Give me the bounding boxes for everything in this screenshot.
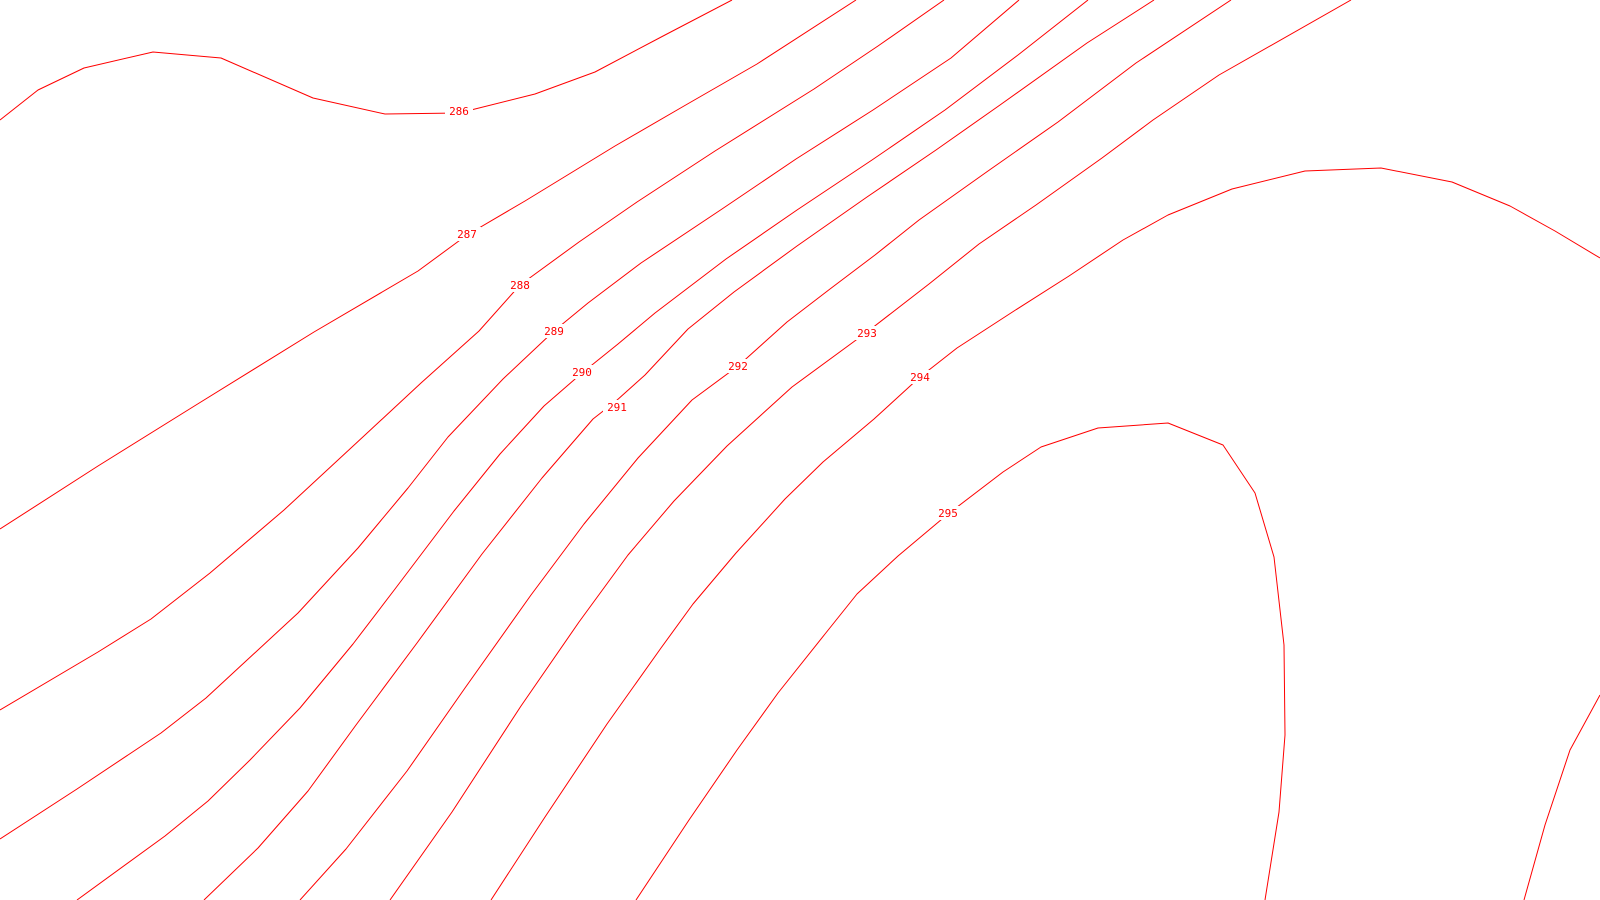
contour-path-286	[0, 0, 733, 121]
contour-line-291: 291	[203, 0, 1155, 900]
contour-label-293: 293	[857, 327, 877, 340]
contour-line-295: 295	[635, 422, 1286, 900]
contour-path-291	[203, 0, 1155, 900]
contour-label-291: 291	[607, 401, 627, 414]
contour-line-286: 286	[0, 0, 733, 121]
contour-path-corner	[1523, 694, 1600, 900]
contour-label-287: 287	[457, 228, 477, 241]
contour-line-292: 292	[299, 0, 1232, 900]
contour-line-287: 287	[0, 0, 857, 530]
contour-path-295	[635, 422, 1286, 900]
contour-path-289	[0, 0, 1020, 840]
contour-line-290: 290	[76, 0, 1089, 900]
contour-label-288: 288	[510, 279, 530, 292]
contour-line-293: 293	[389, 0, 1352, 900]
contour-path-292	[299, 0, 1232, 900]
contour-label-295: 295	[938, 507, 958, 520]
contour-label-294: 294	[910, 371, 930, 384]
contour-line-corner	[1523, 694, 1600, 900]
contour-label-290: 290	[572, 366, 592, 379]
contour-path-293	[389, 0, 1352, 900]
contour-path-294	[490, 167, 1600, 900]
contour-label-292: 292	[728, 360, 748, 373]
contour-path-288	[0, 0, 945, 711]
contour-line-294: 294	[490, 167, 1600, 900]
contour-line-289: 289	[0, 0, 1020, 840]
contour-label-289: 289	[544, 325, 564, 338]
contour-label-286: 286	[449, 105, 469, 118]
contour-path-287	[0, 0, 857, 530]
contour-line-288: 288	[0, 0, 945, 711]
contour-path-290	[76, 0, 1089, 900]
